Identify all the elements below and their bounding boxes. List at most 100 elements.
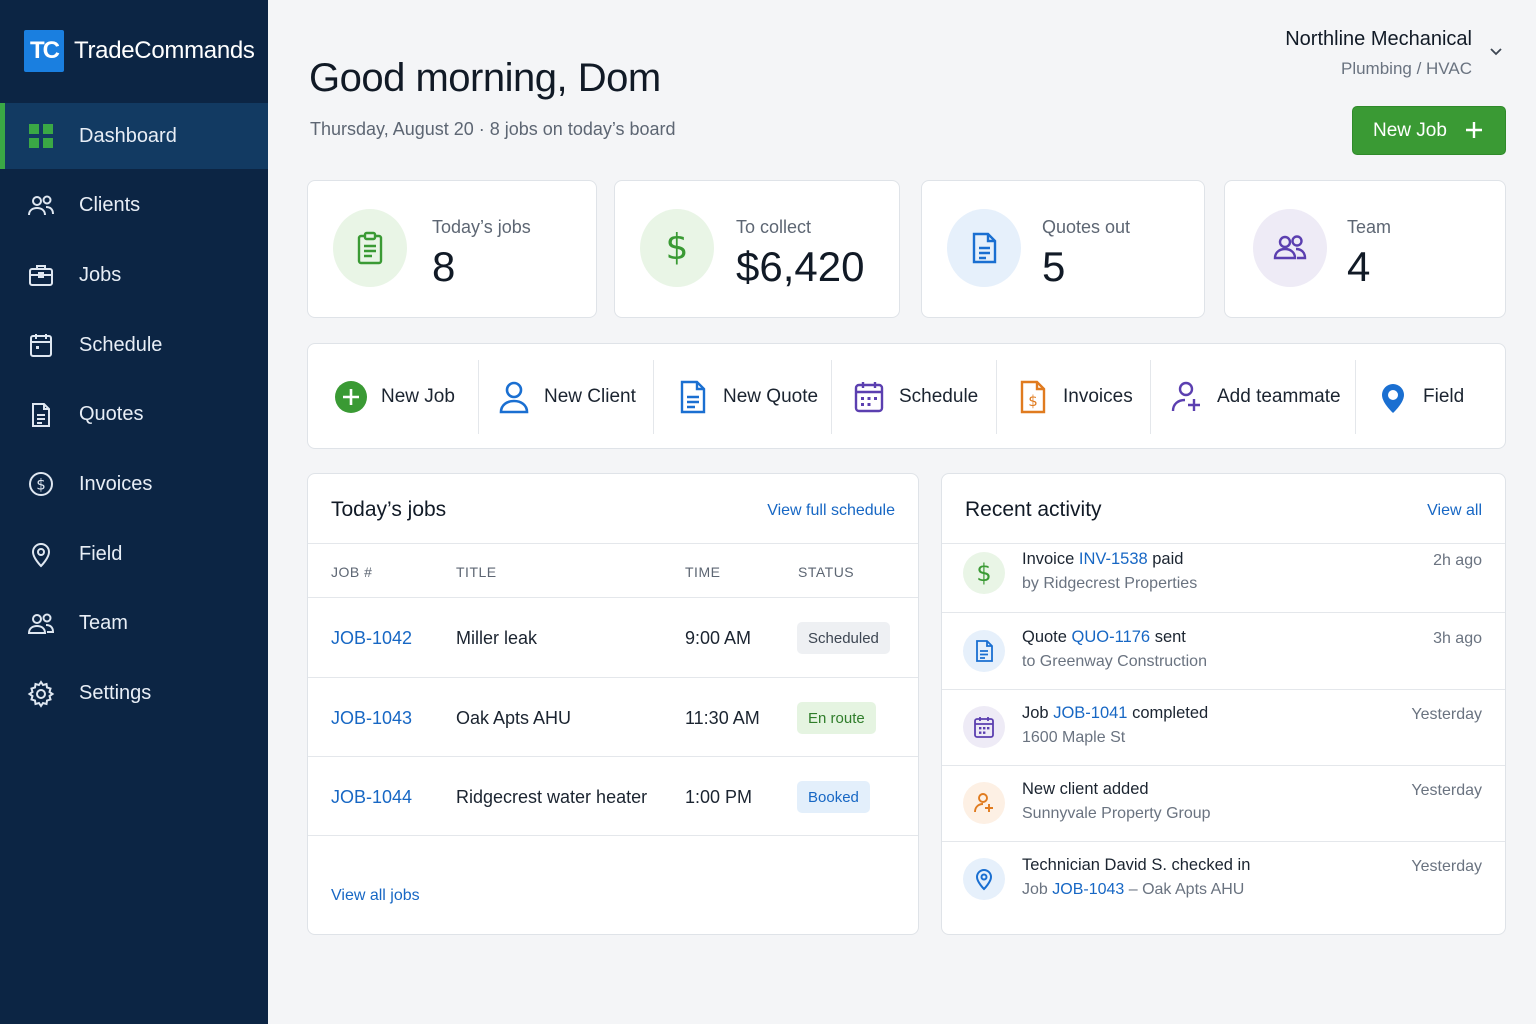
company-type: Plumbing / HVAC — [1340, 59, 1472, 78]
divider — [942, 543, 1505, 544]
table-row[interactable]: JOB-1044 Ridgecrest water heater 1:00 PM… — [308, 757, 918, 836]
divider — [1355, 360, 1356, 434]
sidebar-item-clients[interactable]: Clients — [0, 173, 268, 239]
job-link[interactable]: JOB-1043 — [1052, 881, 1125, 898]
status-badge: En route — [797, 702, 876, 734]
table-row[interactable]: JOB-1042 Miller leak 9:00 AM Scheduled — [308, 598, 918, 677]
team-icon — [1253, 209, 1327, 287]
brand[interactable]: TC TradeCommands — [24, 29, 255, 73]
column-header[interactable]: JOB # — [331, 564, 373, 580]
plus-icon — [1466, 122, 1482, 138]
map-pin-icon — [1375, 379, 1411, 415]
quick-action-new-client[interactable]: New Client — [496, 344, 636, 450]
new-job-button[interactable]: New Job — [1352, 106, 1506, 155]
quick-action-label: New Job — [381, 386, 455, 407]
map-pin-icon — [26, 539, 56, 569]
sidebar-item-schedule[interactable]: Schedule — [0, 312, 268, 378]
stat-label: Team — [1347, 217, 1392, 237]
activity-subtext: Sunnyvale Property Group — [1022, 805, 1211, 822]
stat-value: 4 — [1347, 243, 1371, 290]
activity-item[interactable]: Technician David S. checked in Job JOB-1… — [942, 846, 1505, 923]
sidebar-item-invoices[interactable]: $ Invoices — [0, 451, 268, 517]
activity-text: Quote QUO-1176 sent — [1022, 628, 1186, 646]
job-title: Miller leak — [456, 628, 538, 648]
job-link[interactable]: JOB-1041 — [1053, 704, 1128, 722]
job-number-link[interactable]: JOB-1043 — [331, 708, 413, 728]
column-header[interactable]: TITLE — [456, 564, 497, 580]
stat-label: Quotes out — [1042, 217, 1131, 237]
quick-action-label: Schedule — [899, 386, 979, 407]
divider — [308, 756, 918, 757]
user-plus-icon — [1169, 379, 1205, 415]
divider — [942, 841, 1505, 842]
quick-action-add-teammate[interactable]: Add teammate — [1169, 344, 1341, 450]
calendar-icon — [963, 706, 1005, 748]
status-badge: Scheduled — [797, 622, 890, 654]
chevron-down-icon[interactable] — [1488, 44, 1504, 60]
briefcase-icon — [26, 260, 56, 290]
job-time: 11:30 AM — [685, 708, 760, 728]
job-title: Ridgecrest water heater — [456, 787, 648, 807]
view-all-jobs-link[interactable]: View all jobs — [331, 887, 420, 904]
divider — [308, 597, 918, 598]
quick-action-label: Field — [1423, 386, 1465, 407]
quick-action-field[interactable]: Field — [1375, 344, 1464, 450]
activity-item[interactable]: Job JOB-1041 completed 1600 Maple St Yes… — [942, 694, 1505, 771]
table-row[interactable]: JOB-1043 Oak Apts AHU 11:30 AM En route — [308, 678, 918, 757]
stat-label: To collect — [736, 217, 812, 237]
activity-item[interactable]: Quote QUO-1176 sent to Greenway Construc… — [942, 618, 1505, 695]
activity-time: Yesterday — [1411, 706, 1482, 723]
panel-title: Today’s jobs — [331, 498, 447, 521]
activity-item[interactable]: New client added Sunnyvale Property Grou… — [942, 770, 1505, 847]
clipboard-icon — [333, 209, 407, 287]
activity-text: Technician David S. checked in — [1022, 856, 1251, 874]
document-icon — [675, 379, 711, 415]
activity-subtext: to Greenway Construction — [1022, 653, 1207, 670]
quick-action-invoices[interactable]: $ Invoices — [1015, 344, 1133, 450]
stat-card-todays-jobs[interactable]: Today’s jobs 8 — [307, 180, 597, 318]
sidebar-item-label: Team — [79, 612, 128, 635]
quick-action-new-job[interactable]: New Job — [333, 344, 455, 450]
invoice-icon: $ — [1015, 379, 1051, 415]
stat-card-quotes-out[interactable]: Quotes out 5 — [921, 180, 1205, 318]
job-number-link[interactable]: JOB-1042 — [331, 628, 413, 648]
view-all-activity-link[interactable]: View all — [1427, 502, 1482, 519]
view-full-schedule-link[interactable]: View full schedule — [767, 502, 895, 519]
document-icon — [947, 209, 1021, 287]
sidebar-item-quotes[interactable]: Quotes — [0, 382, 268, 448]
user-icon — [496, 379, 532, 415]
dollar-icon: $ — [963, 552, 1005, 594]
quick-action-label: Invoices — [1063, 386, 1133, 407]
sidebar-item-label: Schedule — [79, 333, 163, 356]
brand-logo: TC — [24, 30, 64, 72]
divider — [942, 612, 1505, 613]
quote-link[interactable]: QUO-1176 — [1071, 628, 1151, 646]
invoice-link[interactable]: INV-1538 — [1078, 550, 1148, 568]
column-header[interactable]: TIME — [685, 564, 721, 580]
activity-text: New client added — [1022, 780, 1149, 798]
column-header[interactable]: STATUS — [798, 564, 855, 580]
divider — [653, 360, 654, 434]
sidebar-item-settings[interactable]: Settings — [0, 661, 268, 727]
document-icon — [26, 400, 56, 430]
sidebar-item-dashboard[interactable]: Dashboard — [0, 103, 268, 169]
todays-jobs-panel: Today’s jobs View full schedule JOB # TI… — [307, 473, 919, 935]
company-switcher[interactable]: Northline Mechanical Plumbing / HVAC — [1285, 28, 1472, 79]
quick-action-schedule[interactable]: Schedule — [851, 344, 978, 450]
divider — [1150, 360, 1151, 434]
calendar-icon — [851, 379, 887, 415]
document-icon — [963, 630, 1005, 672]
divider — [831, 360, 832, 434]
stat-label: Today’s jobs — [432, 217, 531, 237]
activity-item[interactable]: $ Invoice INV-1538 paid by Ridgecrest Pr… — [942, 540, 1505, 617]
sidebar-item-field[interactable]: Field — [0, 521, 268, 587]
activity-time: 2h ago — [1433, 552, 1482, 569]
map-pin-icon — [963, 858, 1005, 900]
sidebar-item-team[interactable]: Team — [0, 591, 268, 657]
user-plus-icon — [963, 782, 1005, 824]
quick-action-new-quote[interactable]: New Quote — [675, 344, 818, 450]
stat-card-team[interactable]: Team 4 — [1224, 180, 1506, 318]
job-number-link[interactable]: JOB-1044 — [331, 787, 413, 807]
sidebar-item-jobs[interactable]: Jobs — [0, 242, 268, 308]
stat-card-to-collect[interactable]: $ To collect $6,420 — [614, 180, 900, 318]
